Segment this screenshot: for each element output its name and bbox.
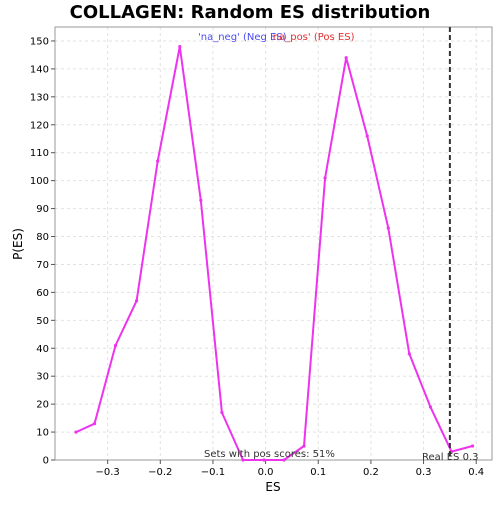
x-tick-label: −0.1 (201, 467, 225, 478)
y-tick-label: 140 (30, 64, 49, 75)
data-point (365, 134, 369, 138)
real-es-annotation: Real ES 0.3 (422, 452, 478, 463)
axes-layer: 0 10 20 30 40 50 60 70 80 90 100 110 120 130 140 150 −0.… (30, 36, 484, 478)
y-tick-label: 50 (36, 316, 49, 327)
data-point (156, 159, 160, 163)
y-tick-label: 40 (36, 344, 49, 355)
data-point (323, 176, 327, 180)
y-tick-label: 100 (30, 176, 49, 187)
data-point (113, 343, 118, 348)
y-tick-label: 20 (36, 400, 49, 411)
series-line (75, 45, 473, 461)
data-point (386, 226, 390, 230)
y-tick-label: 150 (30, 36, 49, 47)
data-point (241, 458, 245, 462)
data-point (135, 299, 139, 303)
y-tick-label: 80 (36, 232, 49, 243)
x-axis-label: ES (265, 480, 280, 494)
x-tick-label: 0.1 (310, 467, 326, 478)
y-tick-label: 10 (36, 428, 49, 439)
y-tick-label: 60 (36, 288, 49, 299)
data-point (220, 410, 224, 415)
chart-title: COLLAGEN: Random ES distribution (70, 2, 431, 23)
legend-entry-pos: 'na_pos' (Pos ES) (270, 32, 355, 43)
y-tick-label: 90 (36, 204, 49, 215)
y-axis-label: P(ES) (11, 228, 25, 260)
x-tick-label: 0.3 (416, 467, 432, 478)
x-tick-label: 0.0 (258, 467, 274, 478)
data-point (302, 444, 306, 448)
y-tick-label: 70 (36, 260, 49, 271)
data-point (262, 458, 266, 462)
x-tick-label: 0.2 (363, 467, 379, 478)
data-point (282, 458, 286, 462)
y-tick-label: 120 (30, 120, 49, 131)
x-tick-label: −0.3 (96, 467, 120, 478)
y-tick-label: 30 (36, 372, 49, 383)
data-point (470, 444, 475, 448)
data-point (344, 56, 348, 60)
legend-entry-neg: 'na_neg' (Neg ES) (198, 32, 287, 43)
data-point (178, 44, 182, 49)
data-point (92, 422, 97, 426)
y-tick-label: 0 (43, 456, 49, 467)
data-point (199, 198, 203, 202)
data-point (74, 430, 78, 434)
data-point (407, 352, 411, 356)
data-point (428, 405, 432, 409)
y-tick-label: 110 (30, 148, 49, 159)
x-tick-label: −0.2 (148, 467, 172, 478)
x-tick-label: 0.4 (468, 467, 484, 478)
sets-with-pos-annotation: Sets with pos scores: 51% (204, 449, 335, 460)
y-tick-label: 130 (30, 92, 49, 103)
